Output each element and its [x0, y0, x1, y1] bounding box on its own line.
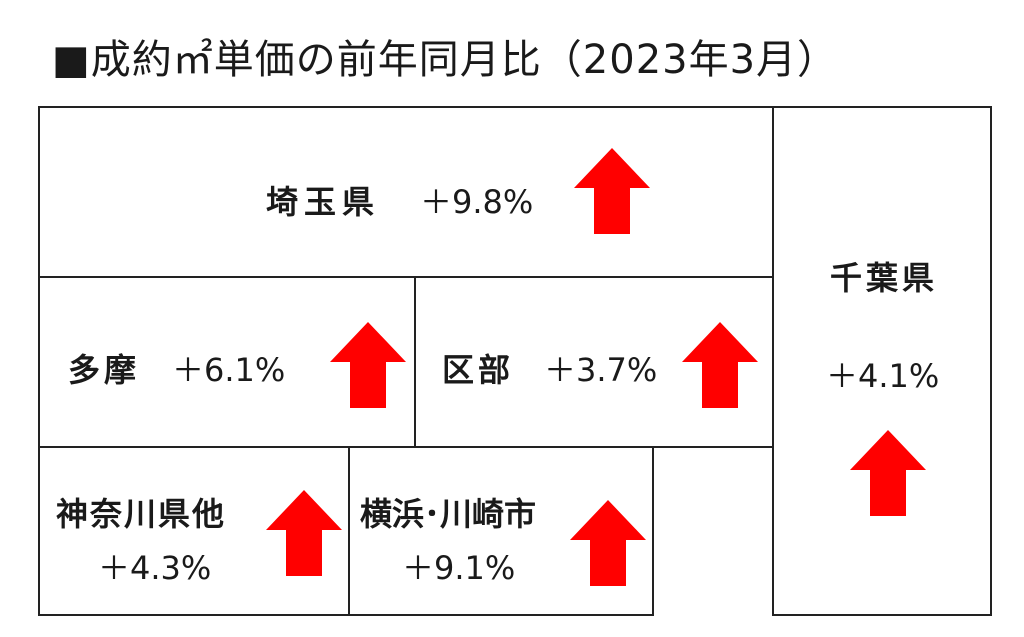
region-name-yokohama: 横浜･川崎市	[360, 495, 537, 533]
region-value-chiba: ＋4.1%	[826, 357, 940, 395]
up-arrow-icon	[570, 500, 646, 586]
region-name-kubu: 区部	[442, 351, 515, 389]
region-name-saitama: 埼玉県	[266, 183, 381, 221]
region-value-saitama: ＋9.8%	[420, 183, 534, 221]
region-box-chiba	[772, 106, 992, 616]
region-value-yokohama: ＋9.1%	[402, 549, 516, 587]
up-arrow-icon	[850, 430, 926, 516]
region-name-chiba: 千葉県	[830, 259, 939, 297]
region-name-tama: 多摩	[68, 351, 141, 389]
up-arrow-icon	[266, 490, 342, 576]
up-arrow-icon	[574, 148, 650, 234]
page-title: ■成約㎡単価の前年同月比（2023年3月）	[52, 37, 839, 83]
up-arrow-icon	[682, 322, 758, 408]
region-box-saitama	[38, 106, 774, 278]
region-value-tama: ＋6.1%	[172, 351, 286, 389]
up-arrow-icon	[330, 322, 406, 408]
region-name-kanagawa: 神奈川県他	[56, 495, 227, 533]
region-value-kanagawa: ＋4.3%	[98, 549, 212, 587]
region-value-kubu: ＋3.7%	[544, 351, 658, 389]
